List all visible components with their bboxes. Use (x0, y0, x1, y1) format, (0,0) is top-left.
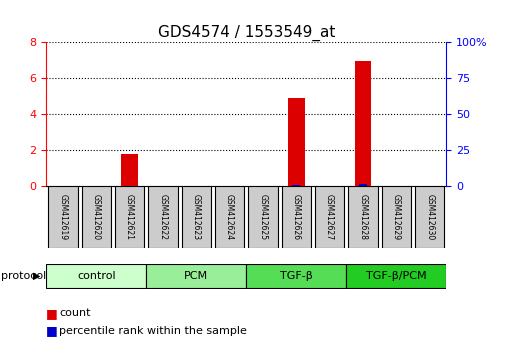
Bar (354, 61, 371, 186)
Bar (292, 185, 301, 186)
Bar (121, 154, 138, 186)
FancyBboxPatch shape (46, 264, 146, 288)
FancyBboxPatch shape (348, 186, 378, 248)
Text: GSM412620: GSM412620 (92, 194, 101, 240)
FancyBboxPatch shape (82, 186, 111, 248)
Text: protocol: protocol (1, 271, 46, 281)
Text: TGF-β: TGF-β (280, 271, 312, 281)
Text: ▶: ▶ (33, 271, 40, 281)
Text: GSM412621: GSM412621 (125, 194, 134, 240)
FancyBboxPatch shape (215, 186, 244, 248)
Text: control: control (77, 271, 115, 281)
Text: TGF-β/PCM: TGF-β/PCM (366, 271, 427, 281)
Text: GSM412624: GSM412624 (225, 194, 234, 240)
Text: GSM412627: GSM412627 (325, 194, 334, 240)
Text: GSM412629: GSM412629 (392, 194, 401, 240)
Text: GSM412625: GSM412625 (259, 194, 267, 240)
Text: GSM412619: GSM412619 (58, 194, 67, 240)
FancyBboxPatch shape (148, 186, 177, 248)
FancyBboxPatch shape (346, 264, 446, 288)
FancyBboxPatch shape (315, 186, 344, 248)
Text: GSM412630: GSM412630 (425, 194, 434, 240)
FancyBboxPatch shape (182, 186, 211, 248)
FancyBboxPatch shape (248, 186, 278, 248)
FancyBboxPatch shape (282, 186, 311, 248)
Text: ■: ■ (46, 307, 58, 320)
Text: PCM: PCM (184, 271, 208, 281)
FancyBboxPatch shape (146, 264, 246, 288)
Text: percentile rank within the sample: percentile rank within the sample (59, 326, 247, 336)
FancyBboxPatch shape (246, 264, 346, 288)
Text: count: count (59, 308, 90, 318)
Title: GDS4574 / 1553549_at: GDS4574 / 1553549_at (157, 25, 335, 41)
FancyBboxPatch shape (48, 186, 77, 248)
Bar (359, 184, 367, 186)
FancyBboxPatch shape (382, 186, 411, 248)
Text: GSM412623: GSM412623 (192, 194, 201, 240)
Bar (288, 98, 305, 186)
Text: GSM412622: GSM412622 (159, 194, 167, 240)
Text: GSM412626: GSM412626 (292, 194, 301, 240)
Text: GSM412628: GSM412628 (359, 194, 367, 240)
Text: ■: ■ (46, 325, 58, 337)
FancyBboxPatch shape (115, 186, 144, 248)
FancyBboxPatch shape (415, 186, 444, 248)
